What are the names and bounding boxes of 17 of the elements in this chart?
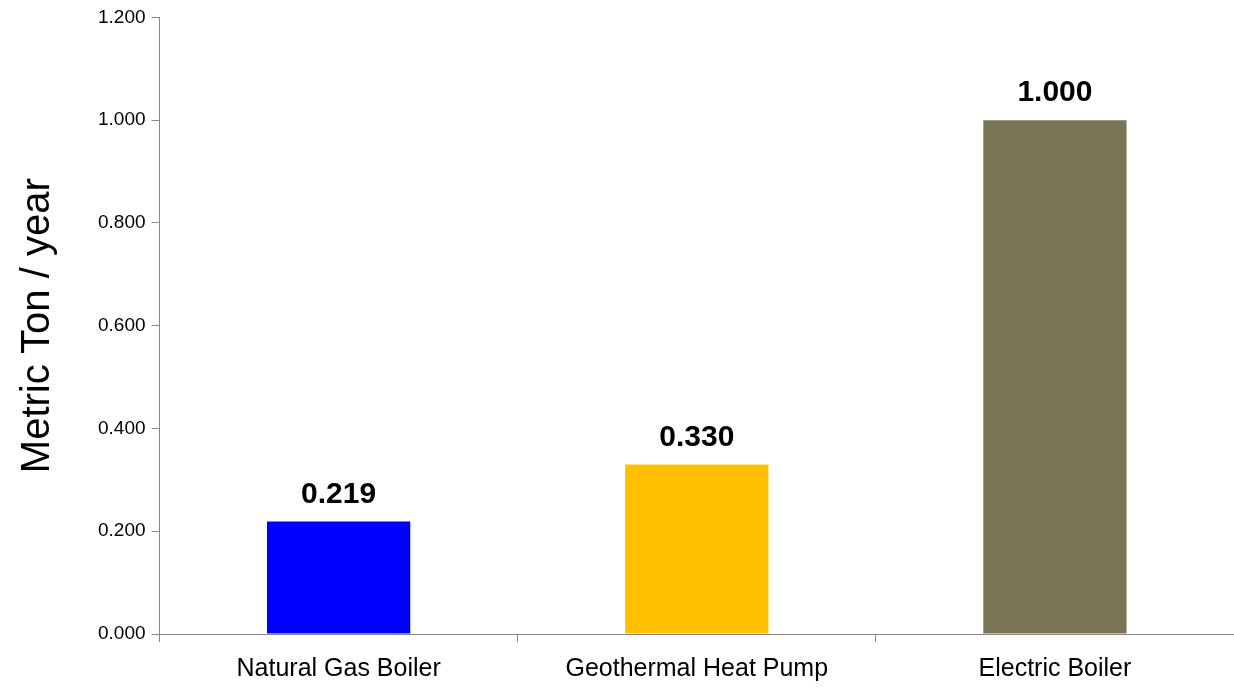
y-tick-label: 1.200 <box>98 5 146 27</box>
y-tick-label: 0.600 <box>98 313 146 335</box>
bar <box>983 120 1127 634</box>
data-label: 1.000 <box>1017 74 1093 108</box>
y-axis-title: Metric Ton / year <box>13 178 58 474</box>
x-tick-label: Geothermal Heat Pump <box>565 652 829 681</box>
bar <box>266 521 411 634</box>
y-tick-label: 0.200 <box>98 519 146 541</box>
y-tick-label: 0.000 <box>98 622 146 644</box>
data-label: 0.330 <box>659 418 735 452</box>
bar <box>625 464 769 634</box>
y-tick-label: 1.000 <box>98 108 146 130</box>
data-label: 0.219 <box>301 475 377 509</box>
y-tick-label: 0.800 <box>98 211 146 233</box>
x-tick-label: Natural Gas Boiler <box>236 652 441 681</box>
x-tick-label: Electric Boiler <box>978 652 1132 681</box>
y-tick-label: 0.400 <box>98 416 146 438</box>
